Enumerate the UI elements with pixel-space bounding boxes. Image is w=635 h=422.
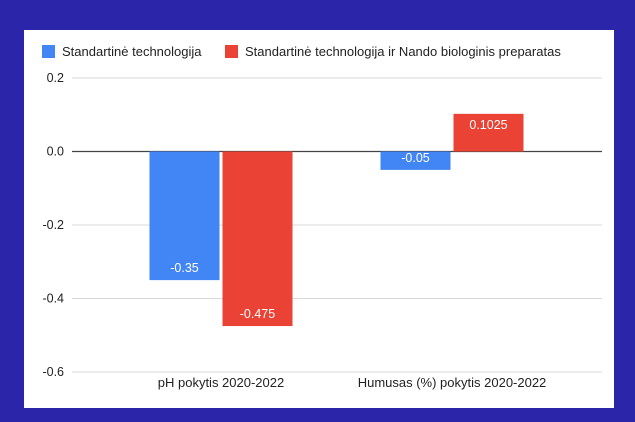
legend-item-nando: Standartinė technologija ir Nando biolog…: [225, 44, 561, 59]
bar-nando-0: [222, 151, 293, 327]
data-label: -0.05: [401, 151, 430, 165]
bar-nando-1: [453, 113, 524, 152]
data-label: 0.1025: [469, 118, 507, 132]
bar-standard-0: [149, 151, 220, 281]
bar-standard-1: [380, 151, 451, 170]
legend-label-nando: Standartinė technologija ir Nando biolog…: [245, 44, 561, 59]
x-category-label: pH pokytis 2020-2022: [158, 375, 284, 390]
legend-swatch-nando: [225, 45, 238, 58]
bar-chart: 0.2 0.0 -0.2 -0.4 -0.6 -0.35 -0.05 -0.475 0.1025…: [42, 71, 602, 390]
x-category-label: Humusas (%) pokytis 2020-2022: [358, 375, 547, 390]
legend-item-standard: Standartinė technologija: [42, 44, 202, 59]
data-label: -0.475: [240, 307, 275, 321]
y-tick-label: -0.4: [42, 292, 64, 306]
data-label: -0.35: [170, 261, 199, 275]
y-tick-label: 0.0: [47, 145, 64, 159]
y-tick-label: -0.6: [42, 365, 64, 379]
y-tick-label: -0.2: [42, 218, 64, 232]
chart-card: Standartinė technologija Standartinė tec…: [24, 30, 614, 408]
legend-swatch-standard: [42, 45, 55, 58]
legend-label-standard: Standartinė technologija: [62, 44, 202, 59]
y-tick-label: 0.2: [47, 71, 64, 85]
